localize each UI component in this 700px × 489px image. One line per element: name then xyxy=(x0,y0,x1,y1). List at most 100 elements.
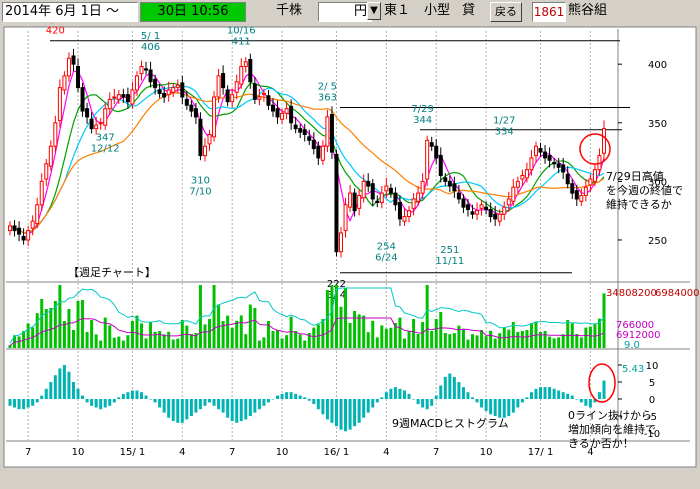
candle-body xyxy=(12,225,17,232)
candle-body xyxy=(339,232,344,253)
back-button[interactable]: 戻る xyxy=(490,2,522,22)
volume-bar xyxy=(130,321,134,348)
histogram-tick-label: -10 xyxy=(644,429,660,440)
candle-body xyxy=(484,206,489,211)
candle-body xyxy=(66,57,71,77)
candle-body xyxy=(334,153,339,253)
volume-bar xyxy=(384,328,388,348)
histogram-bar xyxy=(561,392,565,399)
price-axis-ticks: 250 300 350 400 xyxy=(618,60,667,247)
histogram-bar xyxy=(312,399,316,405)
volume-bar xyxy=(253,308,257,348)
candle-body xyxy=(366,180,371,187)
volume-bar xyxy=(44,309,48,348)
annotation-value: 406 xyxy=(141,42,160,53)
volume-average-line xyxy=(9,287,605,344)
histogram-bar xyxy=(94,399,98,408)
histogram-bar xyxy=(53,375,57,399)
histogram-bar xyxy=(471,397,475,399)
histogram-bar xyxy=(244,399,248,420)
histogram-bar xyxy=(511,399,515,413)
volume-bar xyxy=(289,316,293,348)
candle-body xyxy=(388,187,393,194)
candle-body xyxy=(370,183,375,200)
volume-bar xyxy=(226,315,230,348)
start-date-field[interactable]: 2014年 6月 1日 ～ xyxy=(2,2,138,22)
volume-bar xyxy=(17,336,21,348)
histogram-bar xyxy=(8,399,12,406)
volume-bar xyxy=(212,285,216,348)
volume-bar xyxy=(71,330,75,348)
candle-body xyxy=(107,98,112,110)
volume-bar xyxy=(398,317,402,348)
histogram-tick-label: 5 xyxy=(649,378,655,389)
candle-body xyxy=(252,83,257,100)
volume-label-2: 6984000 xyxy=(655,288,700,299)
histogram-bar xyxy=(144,395,148,399)
histogram-bar xyxy=(588,399,592,408)
histogram-bar xyxy=(407,393,411,399)
candle-body xyxy=(379,192,384,203)
volume-bar xyxy=(334,285,338,348)
price-note-line-3: 維持できるか xyxy=(606,197,672,211)
volume-label-1: 34808200 xyxy=(606,288,657,299)
candle-body xyxy=(166,89,171,96)
candle-body xyxy=(565,173,570,185)
histogram-bar xyxy=(575,399,579,400)
stock-name: 熊谷組 xyxy=(568,3,608,18)
macd-histogram xyxy=(8,365,606,432)
histogram-bar xyxy=(180,399,184,423)
annotation-value: 7/10 xyxy=(189,187,211,198)
y-tick-label: 400 xyxy=(648,60,667,71)
volume-bar xyxy=(325,290,329,348)
candle-body xyxy=(261,92,266,96)
histogram-bar xyxy=(26,399,30,408)
candle-body xyxy=(198,118,203,157)
currency-select[interactable]: 円 xyxy=(318,2,372,22)
chevron-down-icon[interactable]: ▼ xyxy=(367,2,381,20)
annotation-value: 6/24 xyxy=(375,252,397,263)
candle-body xyxy=(411,198,416,209)
histogram-bar xyxy=(235,399,239,423)
chart-title: 【週足チャート】 xyxy=(68,266,156,279)
histogram-bar xyxy=(384,392,388,399)
volume-bar xyxy=(8,345,12,348)
histogram-bar xyxy=(203,399,207,406)
volume-bar xyxy=(579,337,583,348)
histogram-bar xyxy=(425,399,429,410)
candle-body xyxy=(348,192,353,208)
volume-bar xyxy=(194,333,198,348)
histogram-bar xyxy=(534,388,538,399)
price-note-line-2: を今週の終値で xyxy=(606,183,683,197)
candle-body xyxy=(384,185,389,192)
volume-bar xyxy=(339,306,343,348)
candle-body xyxy=(570,183,575,194)
candle-body xyxy=(171,87,176,93)
histogram-bar xyxy=(416,399,420,405)
candle-body xyxy=(26,230,31,241)
candle-body xyxy=(184,98,189,106)
x-tick-label: 15/ 1 xyxy=(120,447,146,458)
candle-body xyxy=(230,94,235,103)
candle-body xyxy=(325,116,330,147)
highlight-circle-price xyxy=(579,133,611,165)
histogram-bar xyxy=(108,399,112,406)
price-note: 7/29日高値 を今週の終値で 維持できるか xyxy=(606,169,683,211)
candle-body xyxy=(225,89,230,103)
volume-bar xyxy=(566,320,570,348)
volume-bar xyxy=(185,325,189,348)
histogram-bar xyxy=(239,399,243,422)
size-label: 小型 xyxy=(424,3,451,18)
y-tick-label: 350 xyxy=(648,119,667,130)
volume-bar xyxy=(40,299,44,348)
histogram-bar xyxy=(584,399,588,406)
volume-bar xyxy=(366,332,370,348)
volume-bar xyxy=(357,314,361,348)
volume-bar xyxy=(144,338,148,348)
volume-bar xyxy=(90,320,94,348)
histogram-bar xyxy=(339,399,343,430)
volume-bar xyxy=(158,331,162,348)
volume-bar xyxy=(588,326,592,348)
histogram-bar xyxy=(362,399,366,418)
volume-bar xyxy=(26,323,30,348)
